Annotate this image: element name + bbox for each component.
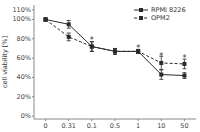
x-tick	[68, 119, 69, 121]
marker	[67, 22, 71, 26]
x-tick-label: 0.31	[61, 122, 75, 130]
marker	[44, 17, 48, 21]
x-tick	[138, 119, 139, 121]
x-tick-label: 10	[157, 122, 165, 130]
x-tick	[184, 119, 185, 121]
marker	[44, 17, 48, 21]
error-bar	[67, 33, 71, 41]
y-tick-label: 0%	[21, 112, 31, 120]
x-tick	[45, 119, 46, 121]
legend: RPMI 8226OPM2	[134, 6, 186, 22]
error-bar	[182, 73, 186, 79]
marker	[182, 74, 186, 78]
error-bar	[44, 18, 48, 21]
y-tick	[32, 77, 34, 78]
y-tick	[32, 58, 34, 59]
y-tick-label: 80%	[17, 35, 31, 43]
marker	[159, 61, 163, 65]
legend-marker	[139, 8, 143, 12]
y-tick-label: 110%	[12, 6, 31, 14]
annotation: *	[136, 44, 140, 53]
y-tick	[32, 116, 34, 117]
series	[44, 17, 187, 79]
x-tick-label: 1	[136, 122, 140, 130]
error-bar	[159, 70, 163, 80]
x-tick-label: 0	[44, 122, 48, 130]
annotation: *	[90, 36, 94, 45]
y-tick-label: 20%	[17, 93, 31, 101]
marker	[90, 45, 94, 49]
x-tick	[91, 119, 92, 121]
error-bar	[44, 18, 48, 21]
legend-marker	[139, 16, 143, 20]
y-tick-label: 100%	[12, 15, 31, 23]
error-bar	[67, 20, 71, 28]
chart: 0% 20% 40% 60% 80% 100%110% 0 0.31 0.1 0.5 1 10 50 ce…	[0, 0, 200, 132]
x-tick-label: 0.5	[110, 122, 120, 130]
series-line	[46, 19, 185, 63]
y-tick-label: 40%	[17, 73, 31, 81]
marker	[113, 49, 117, 53]
x-tick	[115, 119, 116, 121]
error-bar	[113, 48, 117, 54]
series	[44, 17, 187, 69]
legend-label: OPM2	[151, 14, 170, 22]
annotation: *	[182, 54, 186, 63]
y-axis-label: cell viability [%]	[1, 36, 9, 88]
y-tick	[32, 9, 34, 10]
y-tick-label: 60%	[17, 54, 31, 62]
marker	[90, 45, 94, 49]
annotation: *	[159, 52, 163, 61]
x-tick-label: 50	[180, 122, 188, 130]
marker	[113, 49, 117, 53]
y-axis	[34, 5, 35, 119]
x-tick	[161, 119, 162, 121]
series-line	[46, 19, 185, 75]
plot-area	[44, 17, 187, 79]
y-tick	[32, 96, 34, 97]
x-tick-label: 0.1	[87, 122, 97, 130]
marker	[67, 35, 71, 39]
error-bar	[113, 48, 117, 54]
legend-label: RPMI 8226	[151, 6, 186, 14]
y-tick	[32, 38, 34, 39]
y-tick	[32, 19, 34, 20]
marker	[159, 73, 163, 77]
